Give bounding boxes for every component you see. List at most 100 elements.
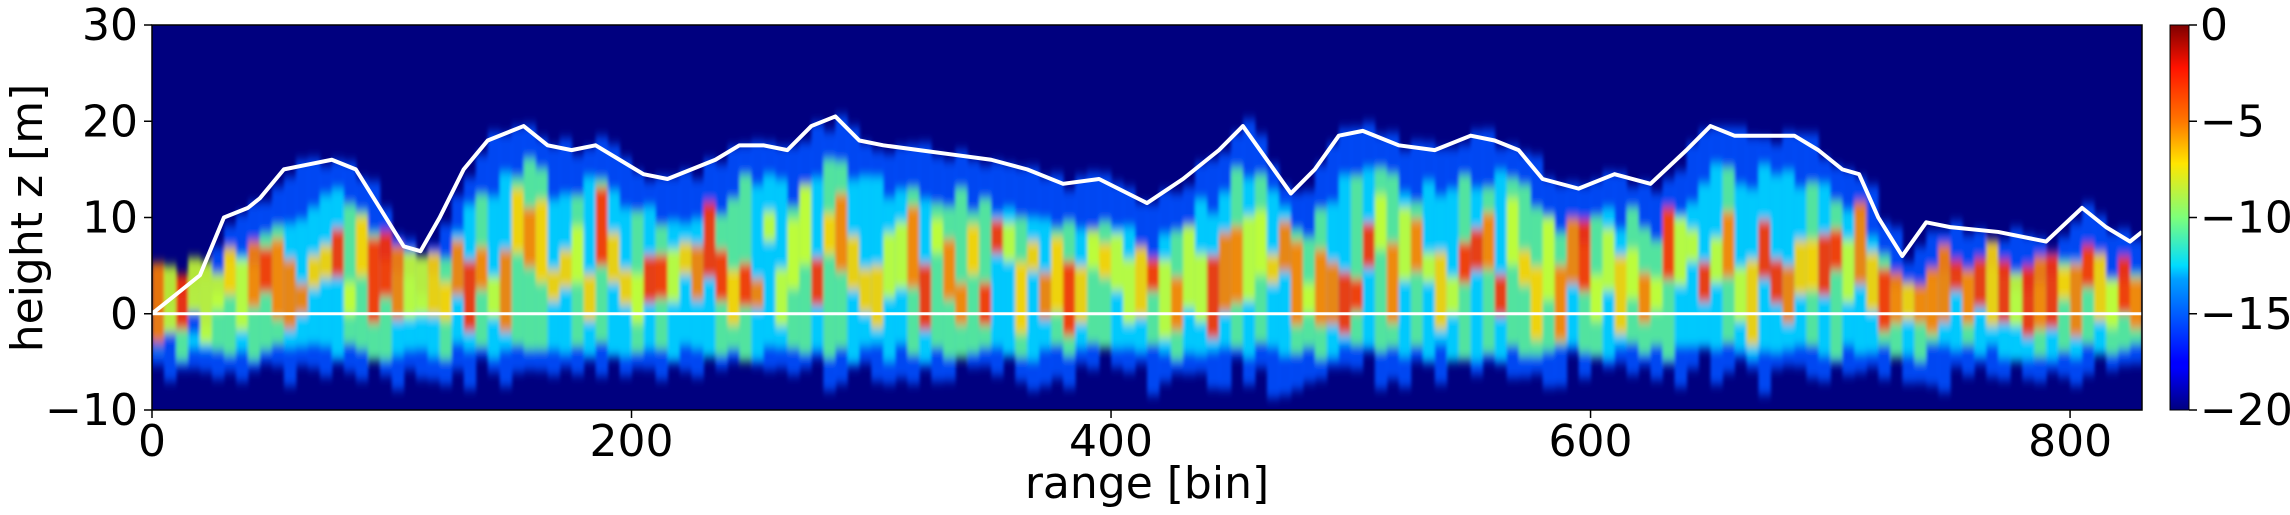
heatmap-cell (919, 264, 932, 330)
heatmap-cell (1806, 239, 1819, 290)
colorbar-tick-label: −20 (2200, 385, 2290, 436)
heatmap-cell (1507, 198, 1520, 265)
heatmap-cell (284, 259, 297, 329)
heatmap-cell (1159, 260, 1172, 339)
heatmap-cell (1746, 259, 1759, 345)
heatmap-cell (1830, 201, 1843, 360)
heatmap-cell (1543, 218, 1556, 300)
heatmap-cell (859, 268, 872, 313)
y-tick-label: 20 (82, 96, 138, 147)
heatmap-cell (1231, 227, 1244, 303)
heatmap-cell (1627, 249, 1640, 299)
heatmap-cell (1974, 258, 1987, 307)
heatmap-cell (272, 239, 285, 318)
heatmap-cell (715, 250, 728, 301)
heatmap-cell (847, 236, 860, 290)
heatmap-cell (1063, 262, 1076, 336)
colorbar: 0 −5 −10 −15 −20 (2170, 0, 2290, 436)
x-tick-label: 800 (2028, 416, 2112, 467)
heatmap-cell (1662, 207, 1675, 279)
x-tick-label: 600 (1549, 416, 1633, 467)
heatmap-cell (1351, 279, 1364, 312)
heatmap-cell (236, 259, 249, 331)
y-tick-label: 0 (110, 289, 138, 340)
heatmap-cell (188, 333, 201, 348)
heatmap-cell (596, 188, 609, 266)
heatmap-cell (2034, 256, 2047, 329)
heatmap-cell (260, 248, 273, 292)
heatmap-cell (1447, 189, 1460, 361)
heatmap-cell (1267, 254, 1280, 284)
heatmap-cell (799, 184, 812, 264)
heatmap-cell (979, 199, 992, 348)
heatmap-cell (560, 250, 573, 288)
heatmap-cell (1183, 225, 1196, 308)
heatmap-cell (1471, 229, 1484, 271)
heatmap-cell (344, 204, 357, 344)
heatmap-cell (1686, 229, 1699, 261)
heatmap-cell (1483, 213, 1496, 269)
y-axis-label: height z [m] (2, 84, 53, 353)
heatmap-cell (368, 238, 381, 323)
heatmap-cell (1890, 272, 1903, 323)
heatmap-cell (572, 226, 585, 283)
heatmap-cell (500, 250, 513, 332)
heatmap-cell (1399, 207, 1412, 281)
heatmap-cell (859, 176, 872, 345)
heatmap-cell (955, 284, 968, 325)
heatmap-cell (667, 249, 680, 302)
heatmap-cell (907, 206, 920, 287)
heatmap-cell (1015, 262, 1028, 333)
heatmap-cell (1483, 187, 1496, 353)
heatmap-cell (823, 213, 836, 254)
heatmap-cell (679, 242, 692, 275)
heatmap-cell (1830, 230, 1843, 271)
heatmap-cell (1770, 259, 1783, 303)
heatmap-cell (1555, 266, 1568, 341)
heatmap-cell (524, 208, 537, 267)
heatmap-cell (1519, 250, 1532, 285)
colorbar-tick-label: 0 (2200, 0, 2228, 51)
heatmap-cell (1087, 229, 1100, 268)
colorbar-tick-label: −10 (2200, 193, 2290, 244)
heatmap-cell (428, 252, 441, 315)
heatmap-cell (1758, 220, 1771, 278)
heatmap-cell (1698, 262, 1711, 302)
colorbar-ticks: 0 −5 −10 −15 −20 (2189, 0, 2290, 436)
heatmap-cell (655, 255, 668, 298)
heatmap-cell (2046, 253, 2059, 328)
y-tick-label: 30 (82, 0, 138, 51)
heatmap-cell (691, 245, 704, 299)
heatmap-cell (2082, 245, 2095, 287)
colorbar-tick-label: −15 (2200, 289, 2290, 340)
heatmap-cell (2130, 279, 2143, 329)
heatmap-cell (1818, 234, 1831, 295)
heatmap-cell (895, 222, 908, 289)
heatmap-cell (1866, 252, 1879, 311)
y-tick-label: −10 (45, 385, 138, 436)
heatmap-cell (1674, 218, 1687, 285)
heatmap-cell (296, 284, 309, 314)
heatmap-cell (2094, 253, 2107, 321)
colorbar-tick-label: −5 (2200, 96, 2265, 147)
heatmap-cell (1950, 260, 1963, 291)
heatmap-cell (1111, 234, 1124, 291)
heatmap-cell (1710, 237, 1723, 283)
heatmap-cell (452, 240, 465, 295)
heatmap-cell (152, 350, 165, 351)
heatmap-cell (979, 283, 992, 325)
heatmap-cell (1039, 273, 1052, 319)
heatmap-cell (2022, 266, 2035, 337)
heatmap-cell (883, 232, 896, 297)
heatmap-cell (2118, 256, 2131, 313)
heatmap-cell (584, 177, 597, 355)
heatmap-cell (224, 247, 237, 295)
heatmap-cell (332, 229, 345, 277)
heatmap-cell (1435, 252, 1448, 330)
heatmap-cell (1914, 285, 1927, 323)
heatmap-cell (703, 202, 716, 277)
heatmap-cell (943, 240, 956, 300)
heatmap-cell (1099, 221, 1112, 348)
heatmap-cell (404, 252, 417, 319)
heatmap-cell (871, 265, 884, 328)
